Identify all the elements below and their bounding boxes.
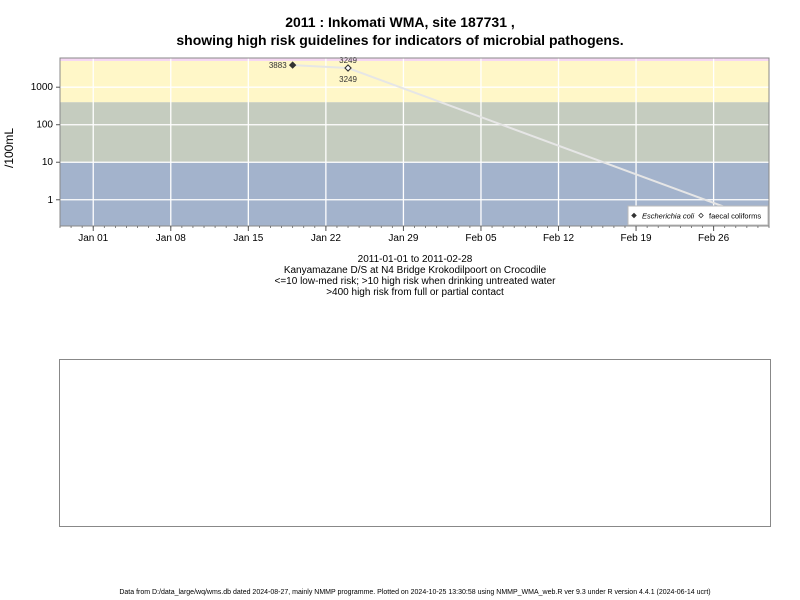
data-point-s1-0	[344, 64, 352, 72]
legend-marker-1	[698, 212, 704, 219]
x-tick-label-4: Jan 29	[388, 233, 418, 244]
data-label-s0-1: 3249	[339, 75, 357, 84]
risk-note-2: >400 high risk from full or partial cont…	[326, 287, 504, 298]
footer-note: Data from D:/data_large/wq/wms.db dated …	[119, 589, 711, 596]
legend-marker-0	[631, 212, 637, 219]
y-tick-label-0: 1	[47, 195, 53, 206]
y-tick-label-2: 100	[36, 120, 53, 131]
x-tick-label-3: Jan 22	[311, 233, 341, 244]
chart-title-line2: showing high risk guidelines for indicat…	[176, 32, 624, 48]
x-tick-label-8: Feb 26	[698, 233, 730, 244]
x-tick-label-2: Jan 15	[233, 233, 263, 244]
x-tick-label-7: Feb 19	[620, 233, 652, 244]
chart-title-line1: 2011 : Inkomati WMA, site 187731 ,	[285, 14, 515, 30]
y-axis: 1 10 100 1000	[31, 82, 60, 206]
site-description: Kanyamazane D/S at N4 Bridge Krokodilpoo…	[283, 265, 547, 276]
data-point-s0-0	[288, 61, 297, 69]
risk-band-2	[60, 60, 769, 103]
risk-band-3	[60, 58, 769, 61]
date-range: 2011-01-01 to 2011-02-28	[357, 254, 473, 265]
x-axis: Jan 01 Jan 08 Jan 15 Jan 22 Jan 29 Feb 05 Feb …	[59, 226, 770, 244]
legend: Escherichia coli faecal coliforms	[627, 205, 769, 226]
data-label-s0-0: 3883	[269, 61, 287, 70]
x-tick-label-6: Feb 12	[543, 233, 575, 244]
risk-note-1: <=10 low-med risk; >10 high risk when dr…	[274, 276, 556, 287]
x-tick-label-5: Feb 05	[465, 233, 497, 244]
y-tick-label-1: 10	[42, 157, 54, 168]
legend-box	[627, 205, 769, 226]
y-tick-label-3: 1000	[31, 82, 54, 93]
x-tick-label-0: Jan 01	[78, 233, 108, 244]
risk-band-1	[60, 102, 769, 163]
data-label-s1-0: 3249	[339, 56, 357, 65]
empty-panel	[59, 359, 771, 527]
legend-label-0: Escherichia coli	[642, 212, 694, 221]
y-axis-label: /100mL	[2, 128, 16, 168]
x-tick-label-1: Jan 08	[156, 233, 186, 244]
gridlines	[60, 58, 769, 226]
risk-bands	[60, 58, 769, 226]
legend-label-1: faecal coliforms	[709, 212, 761, 221]
